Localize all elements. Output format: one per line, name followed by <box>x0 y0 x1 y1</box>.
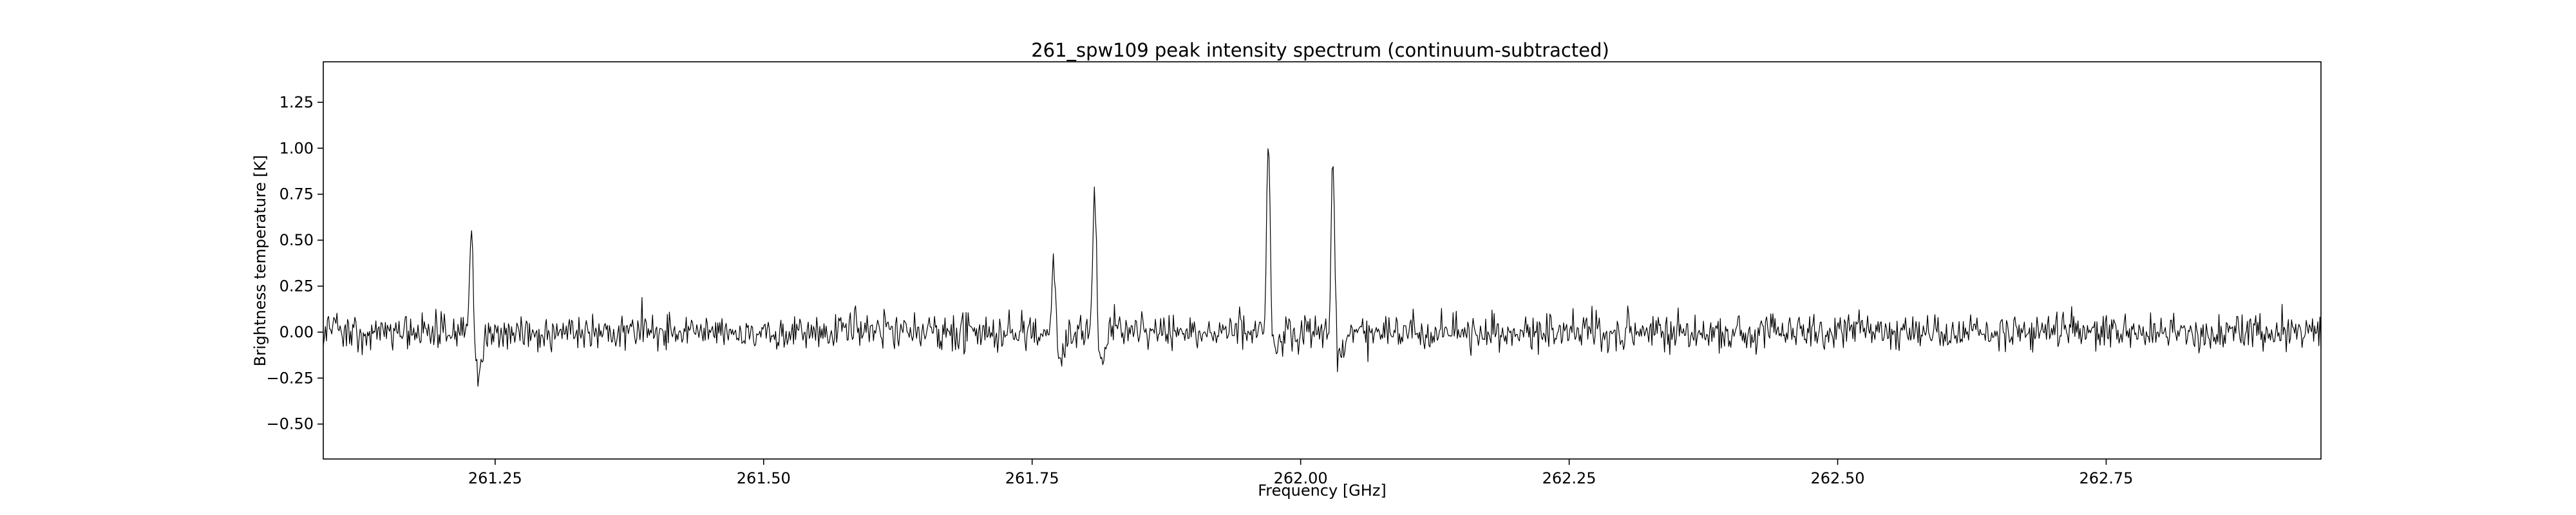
x-axis: 261.25 261.50 261.75 262.00 262.25 262.50 262.… <box>468 459 2133 487</box>
y-tick-label: −0.50 <box>266 415 314 433</box>
x-tick-label: 262.75 <box>2079 469 2133 487</box>
x-tick-label: 261.25 <box>468 469 522 487</box>
chart-title: 261_spw109 peak intensity spectrum (cont… <box>1031 39 1609 61</box>
y-axis-label: Brightness temperature [K] <box>251 155 269 366</box>
y-axis: 1.25 1.00 0.75 0.50 0.25 0.00 −0.25 −0.50 <box>266 93 323 433</box>
x-tick-label: 261.75 <box>1005 469 1059 487</box>
axes-frame <box>323 61 2322 460</box>
y-tick-label: 0.50 <box>279 231 314 249</box>
y-tick-label: 0.00 <box>279 323 314 341</box>
x-tick-label: 262.25 <box>1542 469 1596 487</box>
y-tick-label: 1.00 <box>279 139 314 157</box>
x-axis-label: Frequency [GHz] <box>1258 482 1387 500</box>
y-tick-label: −0.25 <box>266 369 314 387</box>
x-tick-label: 261.50 <box>737 469 791 487</box>
plot-area <box>323 148 2322 387</box>
x-tick-label: 262.00 <box>1274 469 1328 487</box>
y-tick-label: 1.25 <box>279 93 314 111</box>
y-tick-label: 0.75 <box>279 185 314 203</box>
spectrum-line <box>323 148 2322 387</box>
y-tick-label: 0.25 <box>279 277 314 295</box>
x-tick-label: 262.50 <box>1811 469 1865 487</box>
